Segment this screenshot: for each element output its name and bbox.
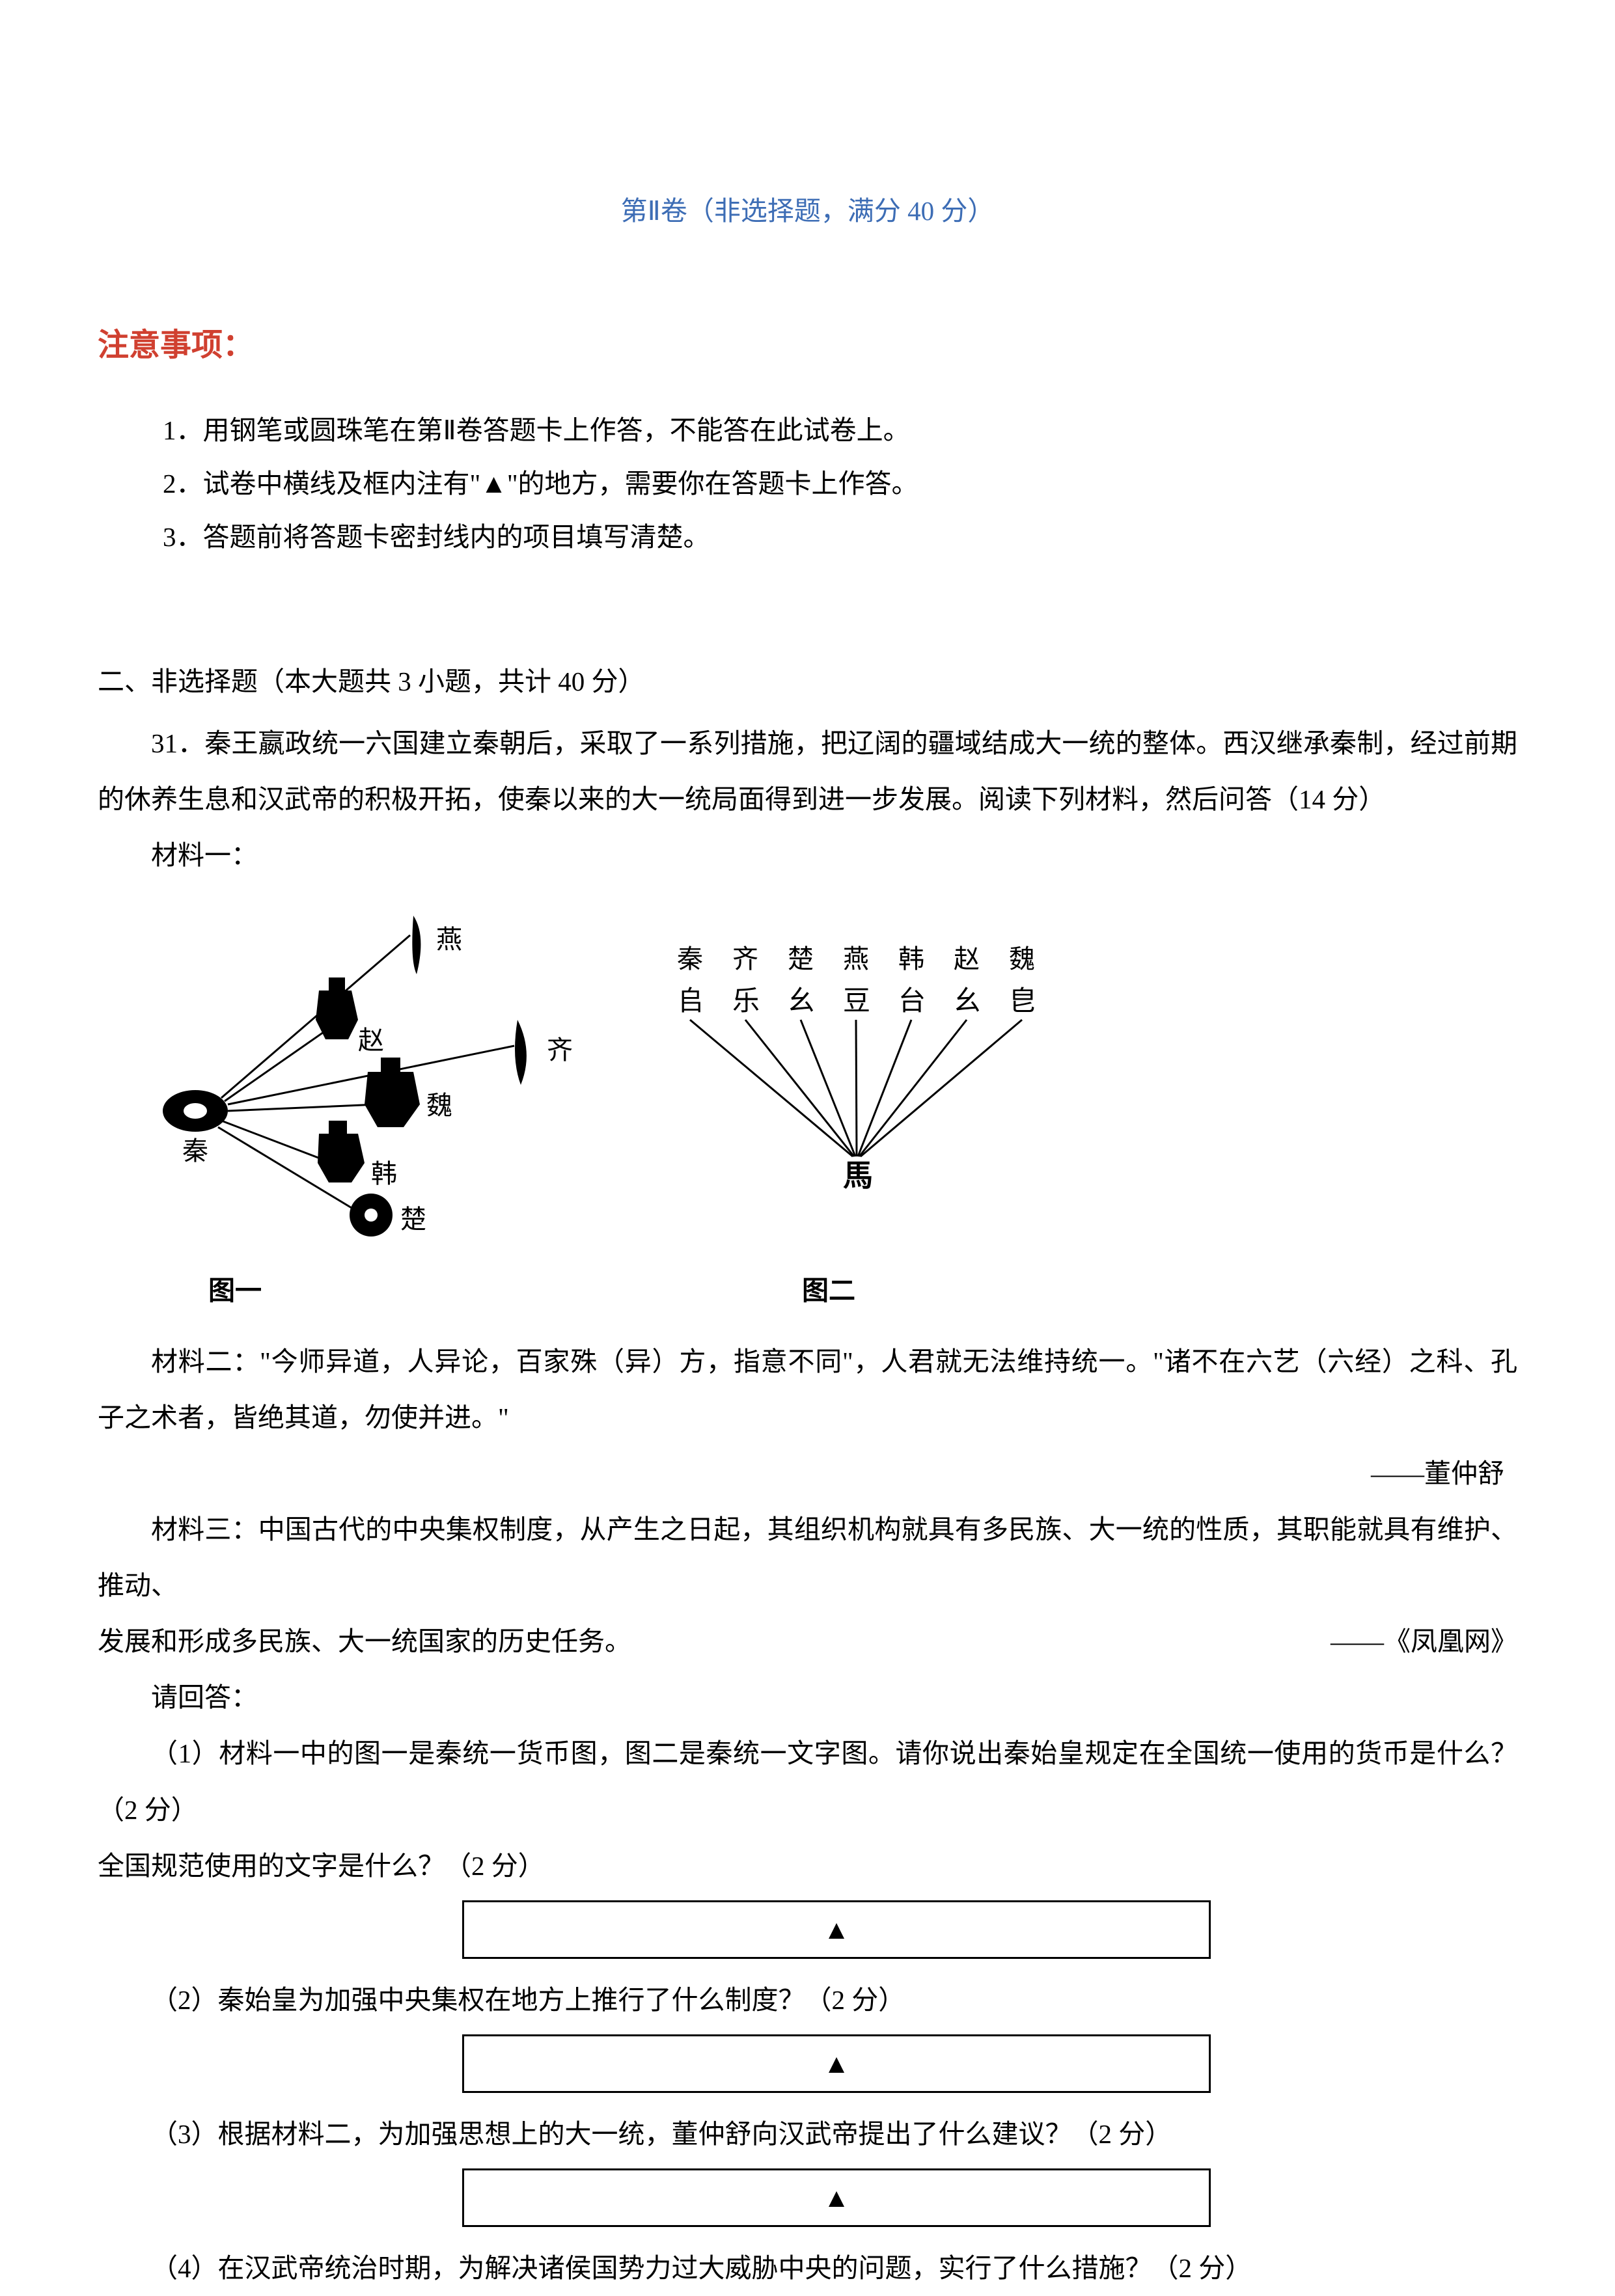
fig1-qi-label: 齐: [547, 1035, 573, 1065]
fig2-top-0: 秦: [677, 944, 703, 974]
material1-label: 材料一：: [98, 827, 1517, 883]
fig2-script-4: 台: [898, 987, 926, 1017]
fig2-top-6: 魏: [1009, 944, 1035, 974]
material3-text-b: 发展和形成多民族、大一统国家的历史任务。: [98, 1626, 631, 1656]
fig1-zhao-label: 赵: [358, 1026, 384, 1055]
notice-item-1: 1．用钢笔或圆珠笔在第Ⅱ卷答题卡上作答，不能答在此试卷上。: [163, 403, 1517, 457]
q31-intro: 31．秦王嬴政统一六国建立秦朝后，采取了一系列措施，把辽阔的疆域结成大一统的整体…: [98, 715, 1517, 827]
material2-text: 材料二："今师异道，人异论，百家殊（异）方，指意不同"，人君就无法维持统一。"诸…: [98, 1333, 1517, 1445]
figure-labels-row: 图一 图二: [208, 1261, 1517, 1307]
answer-box-3: ▲: [462, 2168, 1211, 2227]
notice-heading: 注意事项：: [98, 319, 1517, 364]
material3-line-b: 发展和形成多民族、大一统国家的历史任务。 ——《凤凰网》: [98, 1613, 1517, 1669]
notice-item-2: 2．试卷中横线及框内注有"▲"的地方，需要你在答题卡上作答。: [163, 457, 1517, 510]
fig2-top-4: 韩: [898, 944, 924, 974]
figure2-svg: 秦 齐 楚 燕 韩 赵 魏 𠂤 乐 幺 豆 台 幺 皀 馬: [651, 932, 1061, 1212]
fig2-top-5: 赵: [954, 944, 980, 974]
fig1-qin-label: 秦: [182, 1136, 208, 1166]
question-2: （2）秦始皇为加强中央集权在地方上推行了什么制度？（2 分）: [98, 1972, 1517, 2028]
fig2-script-1: 乐: [732, 987, 760, 1017]
figure1-label: 图一: [208, 1268, 262, 1307]
material3-source: ——《凤凰网》: [1331, 1613, 1517, 1669]
fig2-script-2: 幺: [788, 987, 815, 1017]
figure2-label: 图二: [802, 1268, 855, 1307]
fig2-top-2: 楚: [788, 944, 814, 974]
answer-box-2: ▲: [462, 2034, 1211, 2093]
figure-row: 秦 燕 齐 赵 魏 韩 楚 秦 齐: [156, 903, 1517, 1244]
fig1-wei-label: 魏: [426, 1091, 452, 1120]
fig1-han-label: 韩: [371, 1159, 397, 1188]
fig1-yan-label: 燕: [436, 925, 462, 954]
question-4: （4）在汉武帝统治时期，为解决诸侯国势力过大威胁中央的问题，实行了什么措施？（2…: [98, 2240, 1517, 2296]
section-title: 第Ⅱ卷（非选择题，满分 40 分）: [98, 189, 1517, 228]
question-1b: 全国规范使用的文字是什么？（2 分）: [98, 1838, 1517, 1894]
fig2-top-3: 燕: [843, 944, 869, 974]
answer-box-1: ▲: [462, 1900, 1211, 1959]
fig2-script-3: 豆: [843, 987, 870, 1017]
figure2-container: 秦 齐 楚 燕 韩 赵 魏 𠂤 乐 幺 豆 台 幺 皀 馬: [631, 932, 1061, 1215]
fig2-script-5: 幺: [954, 987, 981, 1017]
material3-line-a: 材料三：中国古代的中央集权制度，从产生之日起，其组织机构就具有多民族、大一统的性…: [98, 1501, 1517, 1613]
figure1-svg: 秦 燕 齐 赵 魏 韩 楚: [156, 903, 599, 1241]
fig2-script-0: 𠂤: [677, 987, 704, 1017]
answer-prompt: 请回答：: [98, 1669, 1517, 1725]
fig2-top-1: 齐: [732, 944, 758, 974]
fig1-chu-label: 楚: [400, 1205, 426, 1234]
question-1a: （1）材料一中的图一是秦统一货币图，图二是秦统一文字图。请你说出秦始皇规定在全国…: [98, 1725, 1517, 1837]
question-3: （3）根据材料二，为加强思想上的大一统，董仲舒向汉武帝提出了什么建议？（2 分）: [98, 2106, 1517, 2162]
material2-source: ——董仲舒: [98, 1445, 1517, 1501]
figure1-container: 秦 燕 齐 赵 魏 韩 楚: [156, 903, 599, 1244]
fig2-script-6: 皀: [1009, 987, 1036, 1017]
fig2-focus-glyph: 馬: [843, 1159, 873, 1192]
part2-heading: 二、非选择题（本大题共 3 小题，共计 40 分）: [98, 648, 1517, 715]
notice-item-3: 3．答题前将答题卡密封线内的项目填写清楚。: [163, 510, 1517, 564]
